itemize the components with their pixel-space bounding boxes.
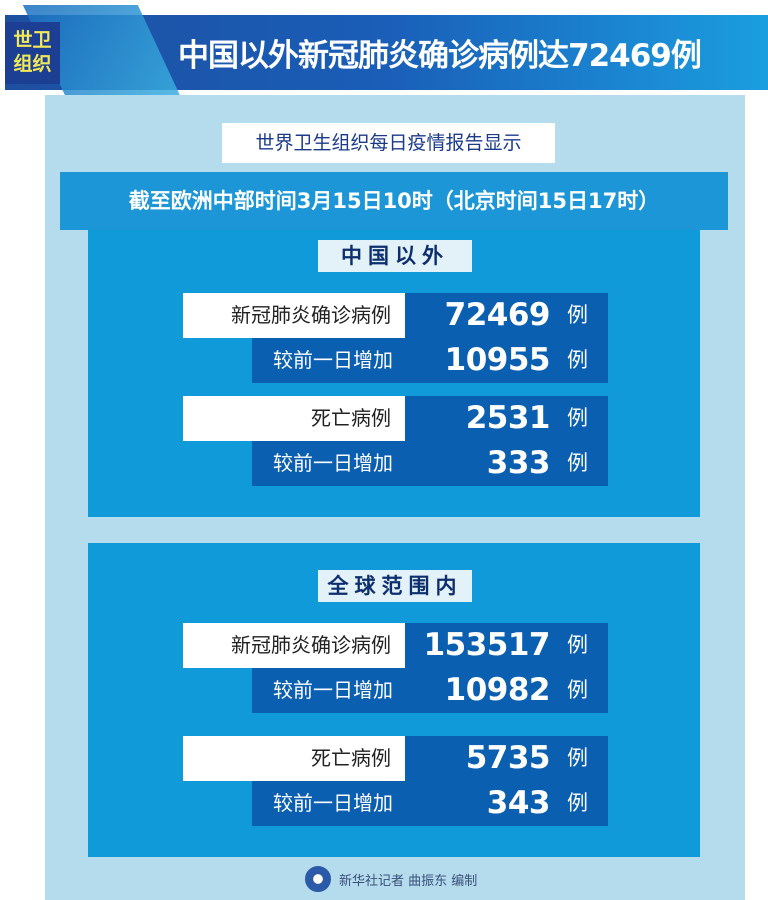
- row-value: 5735 例: [405, 736, 608, 781]
- value-number: 343: [486, 785, 551, 821]
- row-label: 新冠肺炎确诊病例: [183, 623, 405, 668]
- value-unit: 例: [567, 451, 588, 475]
- row-label: 死亡病例: [183, 736, 405, 781]
- row-label: 较前一日增加: [252, 668, 405, 713]
- value-unit: 例: [567, 406, 588, 430]
- row-label: 较前一日增加: [252, 781, 405, 826]
- row-label: 死亡病例: [183, 396, 405, 441]
- value-unit: 例: [567, 303, 588, 327]
- value-number: 5735: [465, 740, 551, 776]
- section-label: 中国以外: [318, 240, 472, 272]
- who-tag-line1: 世卫: [13, 29, 52, 51]
- value-number: 2531: [465, 400, 551, 436]
- value-number: 10955: [444, 342, 551, 378]
- section-global: 全球范围内 新冠肺炎确诊病例 153517 例 较前一日增加 10982 例 死亡病…: [88, 543, 700, 857]
- row-value: 2531 例: [405, 396, 608, 441]
- who-tag-line2: 组织: [13, 53, 52, 75]
- row-value: 343 例: [405, 781, 608, 826]
- value-unit: 例: [567, 746, 588, 770]
- row-value: 333 例: [405, 441, 608, 486]
- footer: 新华社记者 曲振东 编制: [305, 866, 477, 892]
- subtitle: 世界卫生组织每日疫情报告显示: [222, 123, 555, 163]
- footer-credit: 新华社记者 曲振东 编制: [339, 873, 478, 889]
- value-unit: 例: [567, 678, 588, 702]
- value-number: 153517: [423, 627, 551, 663]
- value-number: 10982: [444, 672, 551, 708]
- who-tag: 世卫 组织: [5, 22, 60, 84]
- row-label: 较前一日增加: [252, 441, 405, 486]
- date-line: 截至欧洲中部时间3月15日10时（北京时间15日17时）: [60, 172, 728, 230]
- row-value: 153517 例: [405, 623, 608, 668]
- row-label: 较前一日增加: [252, 338, 405, 383]
- section-label: 全球范围内: [318, 570, 472, 602]
- row-value: 72469 例: [405, 293, 608, 338]
- value-number: 333: [486, 445, 551, 481]
- xinhua-logo-icon: [305, 866, 331, 892]
- value-number: 72469: [444, 297, 551, 333]
- section-outside-china: 中国以外 新冠肺炎确诊病例 72469 例 较前一日增加 10955 例 死亡病例 …: [88, 230, 700, 517]
- page-title: 中国以外新冠肺炎确诊病例达72469例: [178, 38, 702, 74]
- value-unit: 例: [567, 791, 588, 815]
- value-unit: 例: [567, 633, 588, 657]
- row-value: 10982 例: [405, 668, 608, 713]
- row-value: 10955 例: [405, 338, 608, 383]
- value-unit: 例: [567, 348, 588, 372]
- row-label: 新冠肺炎确诊病例: [183, 293, 405, 338]
